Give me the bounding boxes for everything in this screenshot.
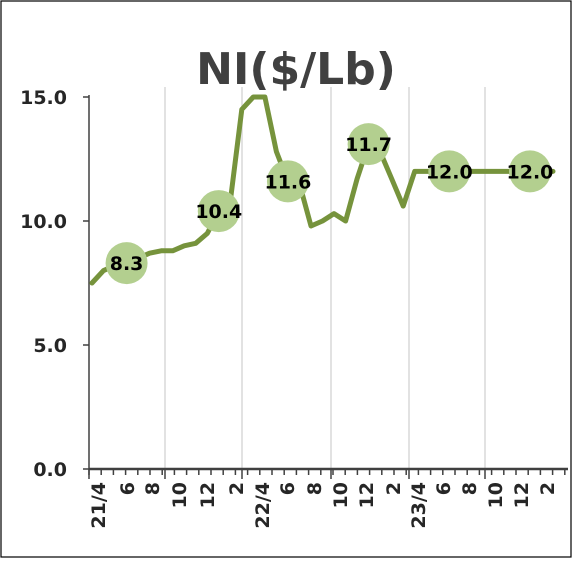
data-label: 12.0	[426, 161, 473, 183]
data-point-marker	[197, 190, 240, 233]
x-tick-label: 21/4	[88, 482, 110, 529]
x-tick-label: 12	[197, 482, 219, 508]
chart-title: NI($/Lb)	[196, 44, 396, 95]
x-tick-label: 12	[511, 482, 533, 508]
x-tick-label: 8	[459, 482, 481, 495]
data-point-marker	[428, 150, 471, 193]
y-tick-label: 5.0	[33, 335, 67, 357]
x-tick-label: 23/4	[408, 482, 430, 529]
data-label: 10.4	[195, 201, 242, 223]
grid-lines	[164, 87, 486, 469]
data-label: 8.3	[110, 253, 144, 275]
x-tick-label: 12	[356, 482, 378, 508]
x-tick-label: 8	[304, 482, 326, 495]
data-label: 11.6	[264, 171, 311, 193]
x-tick-label: 8	[142, 482, 164, 495]
y-tick-label: 0.0	[33, 459, 67, 481]
x-tick-label: 10	[485, 482, 507, 508]
x-tick-label: 10	[330, 482, 352, 508]
x-tick-label: 2	[383, 482, 405, 495]
data-point-marker	[347, 123, 390, 166]
series-layer	[89, 94, 556, 286]
x-tick-label: 2	[537, 482, 559, 495]
axes: 0.05.010.015.021/4 6 8 10 12 2 22/4 6 8 10 12 2 23/4…	[20, 87, 568, 529]
data-point-marker	[266, 160, 309, 203]
data-labels: 8.3 10.4 11.6 11.7 12.0 12.0	[105, 123, 554, 285]
data-point-marker	[508, 150, 551, 193]
y-tick-label: 10.0	[20, 211, 67, 233]
y-tick-label: 15.0	[20, 87, 67, 109]
data-label: 12.0	[507, 161, 554, 183]
x-tick-label: 10	[169, 482, 191, 508]
x-tick-label: 2	[226, 482, 248, 495]
data-label: 11.7	[345, 134, 392, 156]
series-line	[89, 94, 556, 286]
x-tick-label: 6	[277, 482, 299, 495]
x-tick-label: 6	[117, 482, 139, 495]
x-tick-label: 22/4	[252, 482, 274, 529]
x-tick-label: 6	[433, 482, 455, 495]
data-point-marker	[105, 242, 148, 285]
